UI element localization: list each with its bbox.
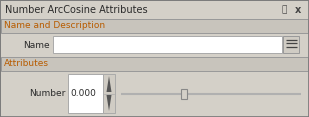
Bar [1,19,308,33]
Bar [103,74,115,113]
Text: Name: Name [23,40,50,49]
Text: x: x [295,5,301,15]
Text: Attributes: Attributes [4,60,49,68]
Polygon shape [107,76,112,92]
Text: Number ArcCosine Attributes: Number ArcCosine Attributes [5,5,148,15]
Polygon shape [107,95,112,111]
Text: 0.000: 0.000 [70,89,96,98]
Bar [1,1,308,19]
Text: Number: Number [30,89,66,98]
Text: Name and Description: Name and Description [4,22,105,31]
Bar [53,36,282,53]
Bar [181,88,187,99]
Bar [68,74,103,113]
Bar [1,57,308,71]
Bar [283,36,299,53]
Text: ⎘: ⎘ [281,5,286,15]
Bar [1,71,308,116]
Bar [1,33,308,57]
